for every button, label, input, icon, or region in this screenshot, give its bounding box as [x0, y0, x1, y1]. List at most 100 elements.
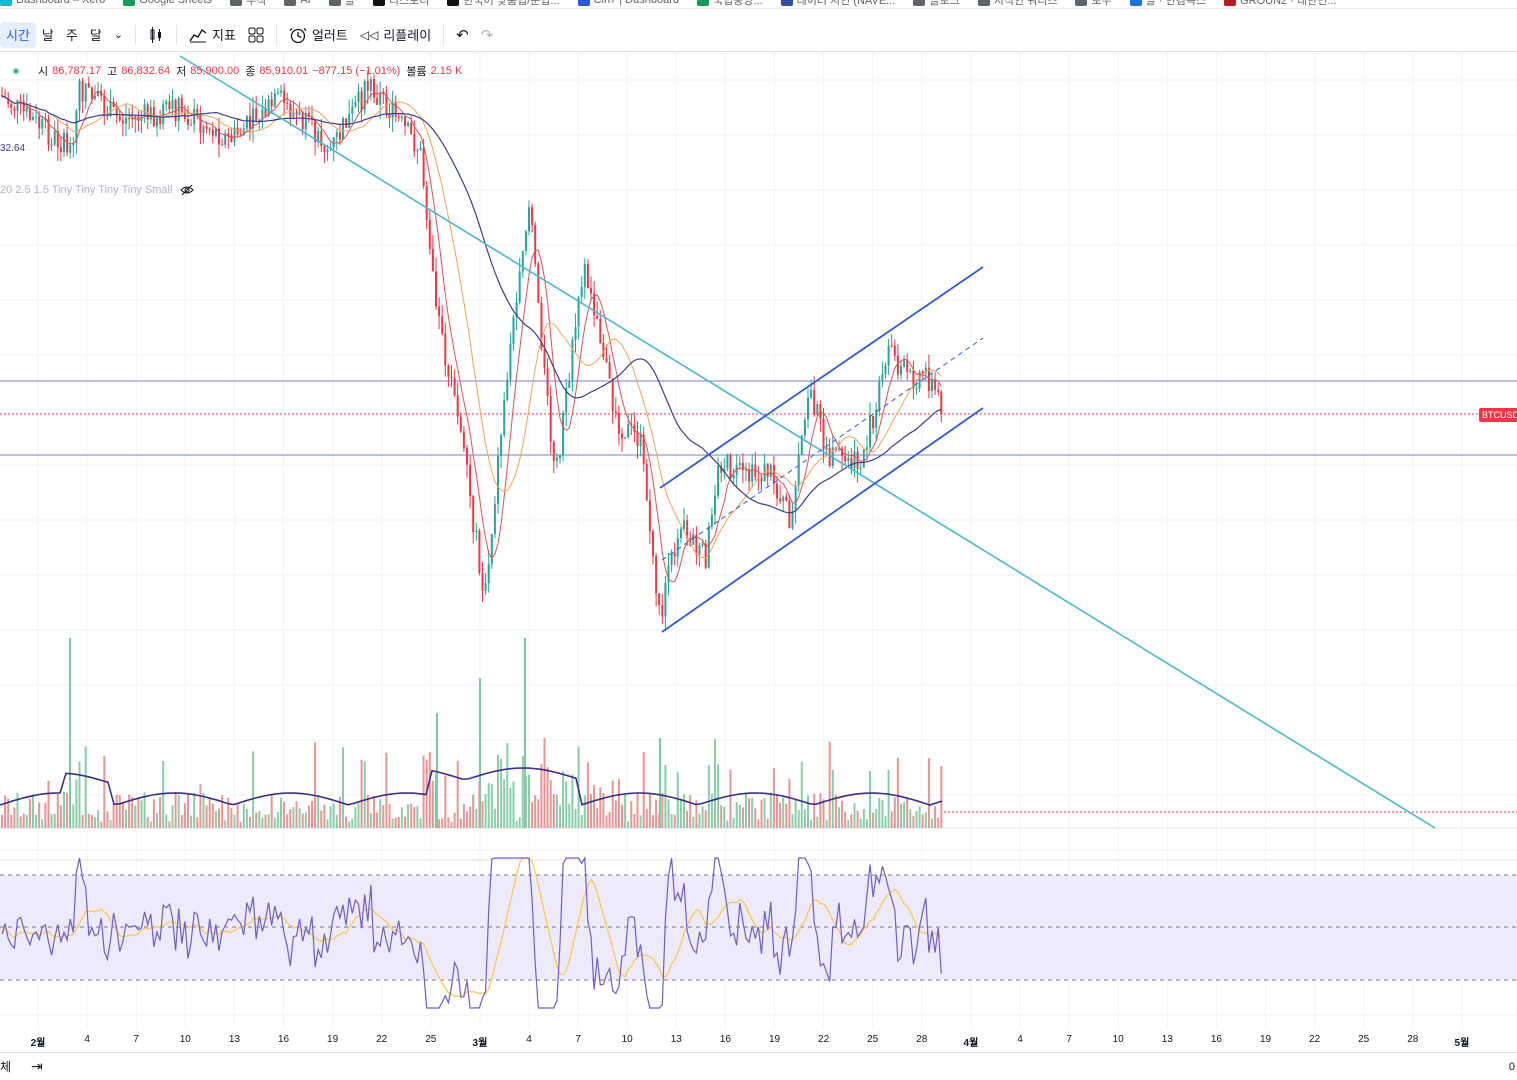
bookmark-item[interactable]: Cin7 | Dashboard — [577, 0, 679, 6]
candle-body — [751, 464, 754, 482]
volume-bar — [447, 817, 450, 828]
candle-body — [419, 147, 422, 150]
bookmark-item[interactable]: 블 · 한컴독스 — [1129, 0, 1207, 8]
volume-bar — [568, 803, 571, 828]
candle-body — [230, 135, 233, 142]
candle-body — [500, 435, 503, 457]
candle-body — [379, 92, 382, 105]
grid-layout-icon — [248, 27, 264, 42]
indicator-legend[interactable]: 20 2.5 1.5 Tiny Tiny Tiny Tiny Small — [0, 184, 195, 196]
channel-mid-line — [661, 337, 984, 561]
time-axis-label: 10 — [621, 1034, 633, 1045]
volume-bar — [838, 807, 840, 828]
bookmark-favicon-icon — [1129, 0, 1142, 6]
volume-bar — [208, 797, 211, 828]
volume-bar — [128, 794, 131, 828]
bookmark-item[interactable]: 블 — [328, 0, 355, 8]
volume-bar — [357, 801, 360, 828]
volume-bar — [453, 812, 456, 828]
candle-body — [621, 433, 623, 439]
ma-short-line — [1, 90, 942, 583]
candle-body — [338, 132, 341, 140]
volume-bar — [828, 741, 831, 828]
volume-bar — [580, 815, 583, 828]
bookmark-item[interactable]: 로우 — [1075, 0, 1112, 8]
volume-bar — [90, 815, 93, 828]
bookmark-label: 블 · 한컴독스 — [1145, 0, 1207, 7]
time-axis-label: 16 — [277, 1034, 290, 1045]
eye-hidden-icon[interactable] — [180, 184, 195, 196]
candle-body — [7, 97, 10, 104]
volume-bar — [667, 799, 670, 828]
candle-body — [611, 378, 614, 412]
bookmark-item[interactable]: 국립중앙... — [696, 0, 763, 8]
bookmark-item[interactable]: 티스토리 — [372, 0, 429, 8]
bookmark-favicon-icon — [123, 0, 136, 6]
bookmark-item[interactable]: AI — [284, 0, 311, 6]
alert-button[interactable]: 얼러트 — [283, 22, 354, 48]
bookmark-item[interactable]: Dashboard – Xero — [0, 0, 105, 6]
bookmark-item[interactable]: 데이터 지인 (NAVE... — [780, 0, 895, 8]
bookmark-label: Google Sheets — [139, 0, 212, 6]
interval-month-button[interactable]: 달 — [84, 22, 108, 48]
candle-body — [540, 302, 543, 349]
candle-body — [555, 457, 558, 461]
volume-bar — [571, 774, 574, 828]
volume-bar — [503, 779, 506, 828]
candle-body — [112, 101, 115, 108]
goto-date-icon[interactable]: ⇥ — [31, 1058, 43, 1074]
layout-button[interactable] — [242, 22, 270, 48]
ohlc-legend: 시 86,787.17 고 86,832.64 저 85,900.00 종 85,910… — [12, 63, 462, 79]
replay-button[interactable]: ◁◁ 리플레이 — [354, 22, 437, 48]
volume-bar — [794, 799, 797, 828]
bookmark-item[interactable]: 블로그 — [913, 0, 960, 8]
volume-bar — [162, 761, 165, 828]
candle-body — [704, 543, 707, 568]
volume-bar — [825, 819, 828, 828]
candle-body — [568, 381, 571, 388]
candle-body — [276, 92, 279, 94]
candle-body — [214, 128, 217, 137]
volume-bar — [112, 803, 115, 828]
volume-bar — [205, 805, 208, 828]
redo-button[interactable]: ↷ — [475, 22, 500, 48]
bookmark-item[interactable]: 주식 — [230, 0, 266, 8]
chart-type-button[interactable] — [142, 22, 170, 48]
indicators-button[interactable]: 지표 — [183, 22, 242, 48]
time-axis[interactable]: 2월 4 7 10 13 16 19 22 25 3월 4 7 10 13 16 19 22 25 28 4월 4 7 10… — [0, 1028, 1517, 1052]
candle-body — [509, 343, 512, 380]
volume-bar — [785, 803, 788, 828]
volume-bar — [900, 803, 902, 828]
volume-bar — [714, 739, 716, 828]
indicators-icon — [189, 28, 207, 42]
volume-pane — [0, 638, 943, 828]
price-tag: BTCUSD — [1479, 408, 1517, 422]
bookmark-item[interactable]: 지식인 쿼리즈 — [977, 0, 1057, 8]
volume-bar — [484, 794, 487, 828]
bookmarks-bar: Dashboard – Xero Google Sheets 주식 AI 블 티스토리 한국… — [0, 0, 1517, 9]
volume-bar — [934, 806, 937, 828]
volume-bar — [388, 804, 391, 828]
volume-bar — [636, 793, 639, 828]
price-chart[interactable] — [0, 52, 1517, 1052]
interval-dropdown[interactable]: ⌄ — [108, 22, 129, 48]
candle-body — [289, 103, 292, 118]
candle-body — [171, 99, 174, 110]
volume-bar — [190, 815, 193, 828]
volume-bar — [419, 818, 422, 828]
interval-button[interactable]: 시간 — [0, 21, 36, 48]
bookmark-item[interactable]: Google Sheets — [123, 0, 212, 6]
interval-week-button[interactable]: 주 — [60, 22, 84, 48]
bookmark-item[interactable]: 한국어 맞춤법/문법... — [447, 0, 560, 8]
bookmark-item[interactable]: GROUN2 · 대한민... — [1224, 0, 1336, 8]
volume-bar — [152, 799, 155, 828]
undo-button[interactable]: ↶ — [450, 22, 475, 48]
ma-mid-line — [1, 95, 942, 559]
candle-body — [890, 345, 893, 347]
volume-bar — [47, 780, 50, 828]
interval-day-button[interactable]: 날 — [36, 22, 60, 48]
volume-bar — [779, 802, 782, 828]
bookmark-favicon-icon — [577, 0, 590, 6]
candle-body — [177, 98, 180, 122]
range-label[interactable]: 체 — [0, 1060, 12, 1074]
